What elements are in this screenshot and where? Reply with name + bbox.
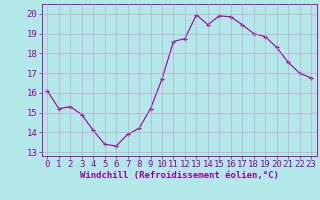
X-axis label: Windchill (Refroidissement éolien,°C): Windchill (Refroidissement éolien,°C)	[80, 171, 279, 180]
